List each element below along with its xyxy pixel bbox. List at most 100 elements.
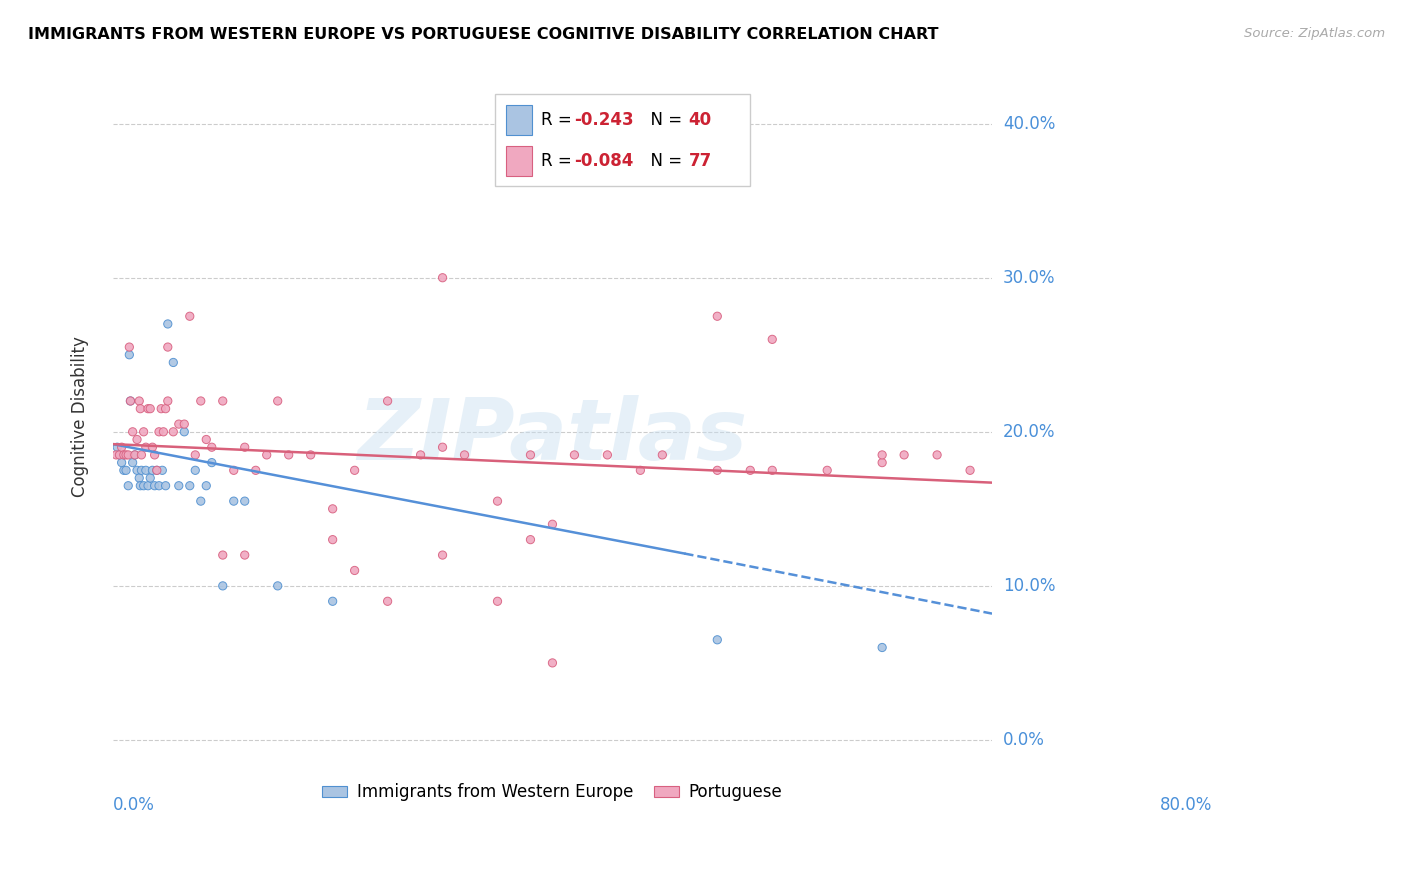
Text: Source: ZipAtlas.com: Source: ZipAtlas.com [1244,27,1385,40]
Point [893,448,915,462]
Point [959,463,981,477]
Point [233,548,256,562]
Point [432,440,454,454]
Point [432,548,454,562]
Point [128,394,150,409]
Point [233,494,256,508]
Point [343,564,366,578]
Point [222,463,245,477]
Point [519,533,541,547]
Text: 40: 40 [689,112,711,129]
Point [815,463,838,477]
Point [761,463,783,477]
Point [152,425,174,439]
Text: -0.243: -0.243 [575,112,634,129]
Point [299,448,322,462]
FancyBboxPatch shape [506,145,533,176]
Text: N =: N = [640,152,688,169]
Point [155,479,177,493]
Text: 40.0%: 40.0% [1002,115,1056,133]
Point [211,548,233,562]
Point [108,448,131,462]
Point [377,394,399,409]
Point [136,479,159,493]
Point [190,394,212,409]
Point [541,656,564,670]
Point [184,463,207,477]
Point [486,594,509,608]
Point [322,594,344,608]
Point [167,479,190,493]
Point [146,463,169,477]
Point [120,394,142,409]
Point [870,448,893,462]
Point [233,440,256,454]
Point [148,425,170,439]
Point [121,456,143,470]
Y-axis label: Cognitive Disability: Cognitive Disability [72,336,89,497]
Point [139,471,162,485]
Point [267,579,290,593]
Point [128,471,150,485]
Text: IMMIGRANTS FROM WESTERN EUROPE VS PORTUGUESE COGNITIVE DISABILITY CORRELATION CH: IMMIGRANTS FROM WESTERN EUROPE VS PORTUG… [28,27,939,42]
Point [245,463,267,477]
Text: 30.0%: 30.0% [1002,268,1056,286]
Point [706,632,728,647]
Point [125,463,148,477]
Point [870,640,893,655]
Point [118,348,141,362]
Point [173,417,195,431]
Point [111,456,134,470]
Point [195,479,218,493]
Point [156,317,179,331]
Point [409,448,432,462]
Point [115,463,138,477]
Point [651,448,673,462]
Point [761,332,783,346]
Point [146,463,169,477]
Text: 20.0%: 20.0% [1002,423,1056,441]
Point [201,456,224,470]
Point [519,448,541,462]
Point [143,479,166,493]
Point [121,425,143,439]
Point [564,448,586,462]
Point [222,494,245,508]
Point [108,448,131,462]
Point [105,448,128,462]
Point [143,448,166,462]
Point [267,394,290,409]
Point [117,479,139,493]
FancyBboxPatch shape [506,105,533,136]
Point [184,448,207,462]
Point [131,463,153,477]
FancyBboxPatch shape [495,95,751,186]
Point [148,479,170,493]
Point [115,448,138,462]
Point [117,448,139,462]
Point [740,463,762,477]
Point [211,394,233,409]
Text: 0.0%: 0.0% [112,796,155,814]
Point [150,401,173,416]
Text: 80.0%: 80.0% [1160,796,1212,814]
Point [120,394,142,409]
Point [486,494,509,508]
Point [179,310,201,324]
Point [129,479,152,493]
Point [211,579,233,593]
Point [190,494,212,508]
Point [125,433,148,447]
Text: N =: N = [640,112,688,129]
Point [322,501,344,516]
Point [870,456,893,470]
Point [167,417,190,431]
Point [136,401,159,416]
Point [256,448,278,462]
Point [131,448,153,462]
Point [124,448,146,462]
Point [141,440,163,454]
Point [162,355,184,369]
Text: 10.0%: 10.0% [1002,577,1056,595]
Point [322,533,344,547]
